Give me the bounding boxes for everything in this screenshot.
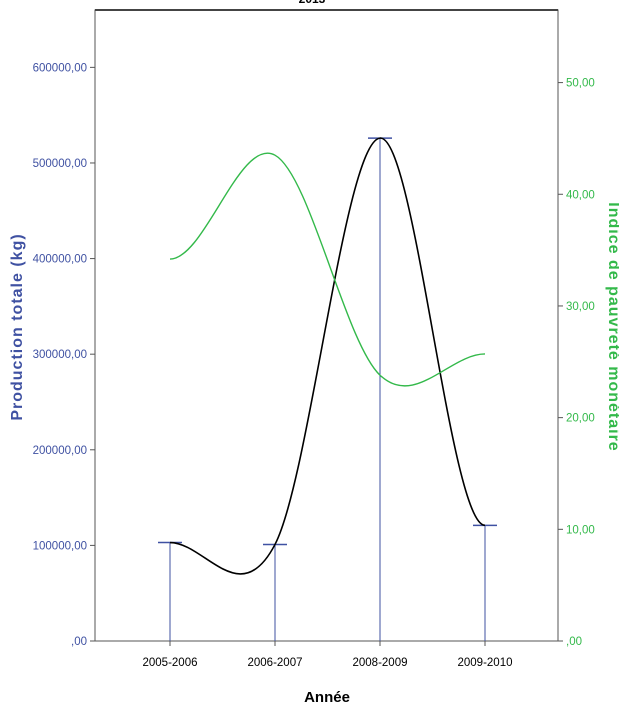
- left-axis-title: Production totale (kg): [9, 233, 26, 420]
- chart-title: 2013: [299, 0, 326, 6]
- x-tick-label: 2009-2010: [458, 657, 513, 669]
- left-axis-ticks: ,00 100000,00 200000,00 300000,00 400000,00 5…: [33, 62, 95, 648]
- left-tick-label: 500000,00: [33, 158, 87, 170]
- right-axis-ticks: ,00 10,00 20,00 30,00 40,00 50,00: [558, 78, 595, 648]
- x-axis-title: Année: [304, 689, 350, 706]
- left-tick-label: 100000,00: [33, 540, 87, 552]
- left-tick-label: 200000,00: [33, 445, 87, 457]
- poverty-index-curve: [169, 152, 486, 387]
- x-axis-ticks: 2005-2006 2006-2007 2008-2009 2009-2010: [143, 641, 513, 669]
- right-tick-label: 50,00: [566, 78, 595, 90]
- right-tick-label: 10,00: [566, 524, 595, 536]
- right-tick-label: 40,00: [566, 189, 595, 201]
- x-tick-label: 2008-2009: [353, 657, 408, 669]
- right-tick-label: 30,00: [566, 301, 595, 313]
- right-axis-title: Indice de pauvreté monétaire: [605, 202, 619, 451]
- production-drop-lines: [158, 137, 497, 641]
- left-tick-label: 600000,00: [33, 62, 87, 74]
- x-tick-label: 2006-2007: [248, 657, 303, 669]
- x-tick-label: 2005-2006: [143, 657, 198, 669]
- production-curve: [169, 137, 486, 575]
- left-tick-label: 300000,00: [33, 349, 87, 361]
- left-tick-label: ,00: [71, 636, 87, 648]
- right-tick-label: ,00: [566, 636, 582, 648]
- left-tick-label: 400000,00: [33, 254, 87, 266]
- curves: [169, 137, 486, 575]
- right-tick-label: 20,00: [566, 413, 595, 425]
